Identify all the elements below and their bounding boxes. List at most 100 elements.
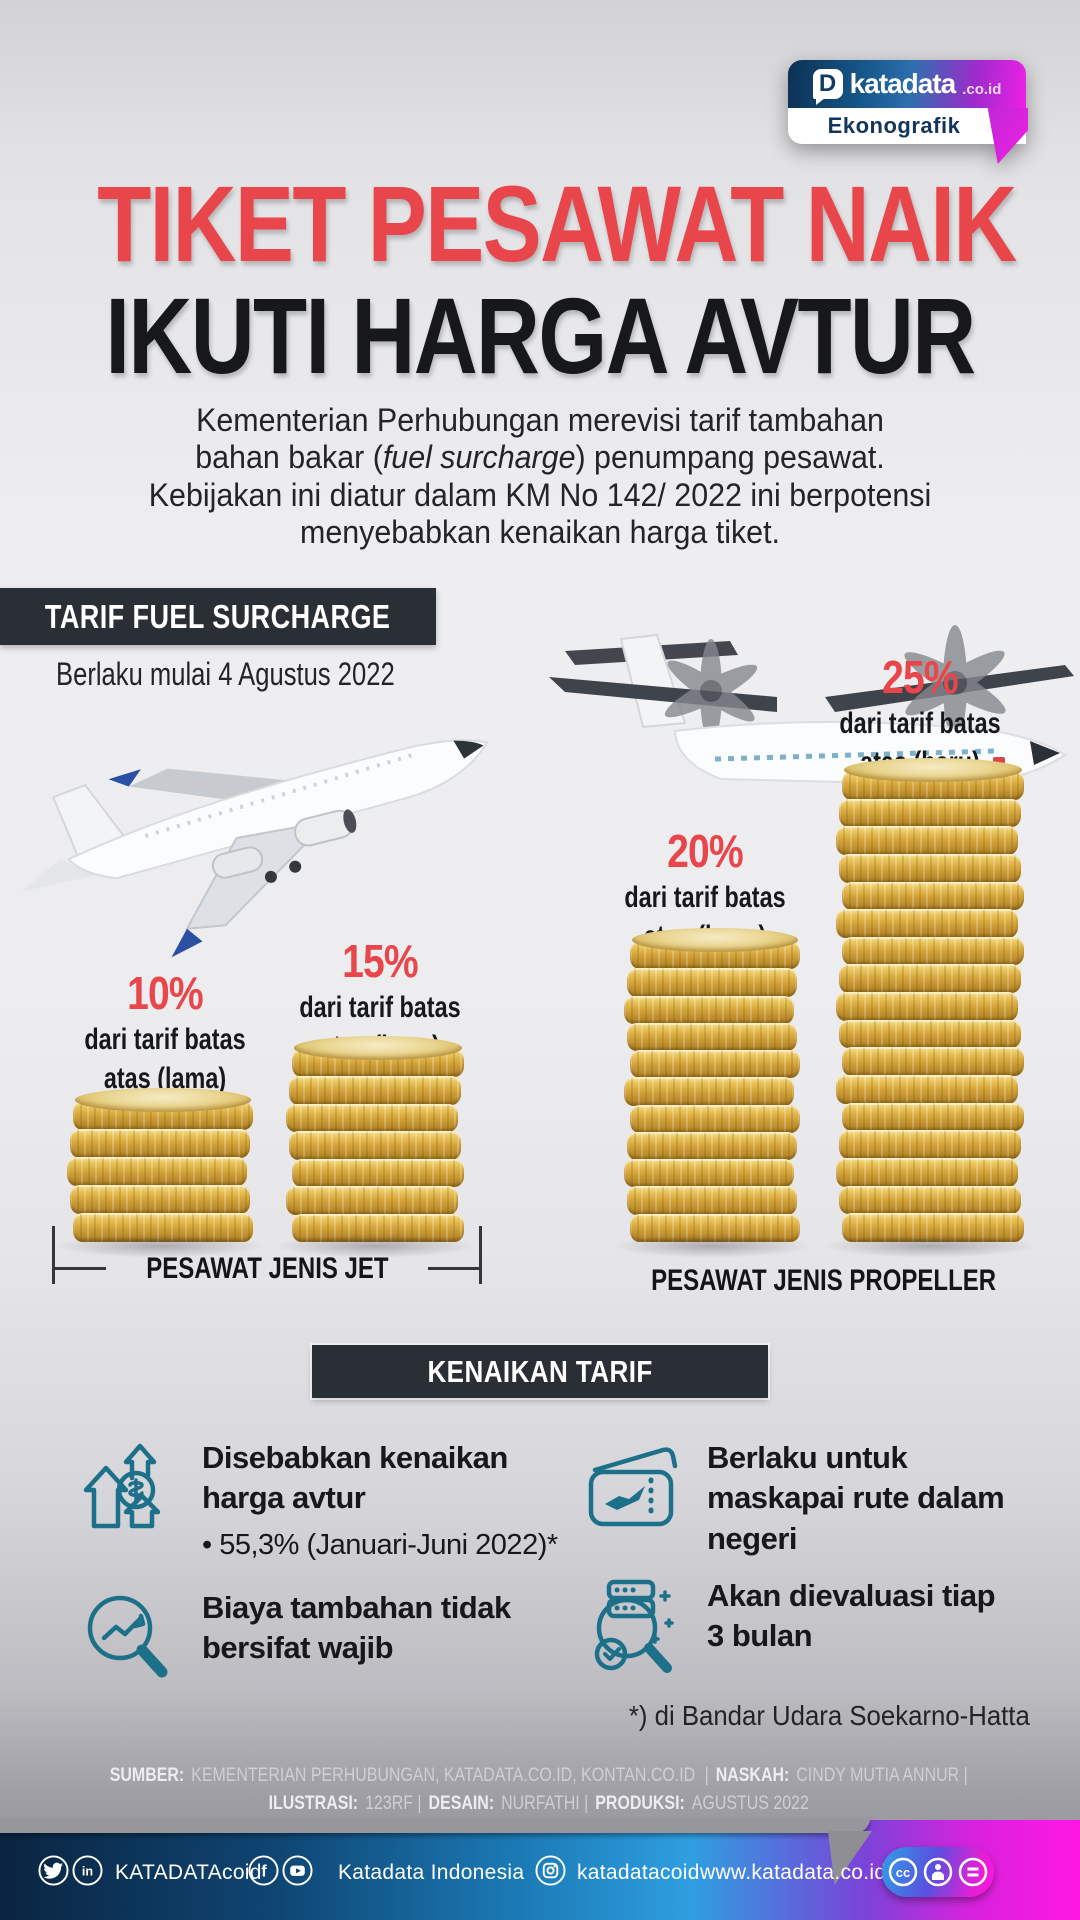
intro-line-2-post: ) penumpang pesawat. — [575, 439, 885, 476]
logo-name: katadata — [849, 68, 957, 99]
stat-prop-new-desc1: dari tarif batas — [839, 707, 1001, 740]
jet-engine-2 — [211, 846, 264, 879]
youtube-icon[interactable] — [282, 1855, 313, 1886]
intro-line-2-italic: fuel surcharge — [382, 439, 576, 476]
coin — [73, 1088, 253, 1130]
cc-icon: cc — [888, 1857, 918, 1887]
twitter-handle[interactable]: KATADATAcoid — [115, 1861, 262, 1884]
title-line-1: TIKET PESAWAT NAIK — [97, 163, 1017, 284]
coin — [842, 1102, 1024, 1132]
coin — [836, 1157, 1018, 1187]
coin — [286, 1186, 458, 1215]
svg-text:cc: cc — [896, 1865, 910, 1880]
stat-jet-new-pct: 15% — [342, 935, 419, 987]
coin — [624, 1159, 794, 1188]
logo-sub-band: Ekonografik — [788, 108, 1026, 144]
coin — [627, 1186, 797, 1215]
stat-prop-old-desc1: dari tarif batas — [624, 881, 786, 914]
facebook-name[interactable]: Katadata Indonesia — [338, 1861, 525, 1884]
bracket-tick-left — [52, 1226, 55, 1284]
credits-line-1: SUMBER: KEMENTERIAN PERHUBUNGAN, KATADAT… — [89, 1762, 991, 1790]
jet-fuselage — [67, 739, 489, 880]
kenaikan-item-optional: Biaya tambahan tidak bersifat wajib — [80, 1588, 562, 1688]
coin — [289, 1131, 461, 1160]
credits-line-2: ILUSTRASI: 123RF | DESAIN: NURFATHI | PR… — [89, 1790, 991, 1818]
logo-tld: .co.id — [962, 80, 1002, 98]
propeller-plane-illustration — [549, 625, 1074, 797]
coin-stack-25pct — [824, 758, 1036, 1258]
intro-paragraph: Kementerian Perhubungan merevisi tarif t… — [0, 402, 1080, 552]
coin — [630, 1050, 800, 1079]
bracket-line-right — [428, 1267, 480, 1270]
flight-ticket-icon — [588, 1447, 678, 1527]
linkedin-icon[interactable]: in — [72, 1855, 103, 1886]
coin — [839, 1130, 1021, 1159]
svg-text:f: f — [261, 1862, 267, 1880]
kenaikan-item-domestic-text: Berlaku untuk maskapai rute dalam negeri — [707, 1440, 1005, 1556]
prop-right-propeller — [904, 625, 1006, 741]
svg-text:in: in — [82, 1864, 93, 1878]
instagram-icon[interactable] — [535, 1855, 566, 1886]
coin — [839, 798, 1021, 828]
credits-naskah-value: CINDY MUTIA ANNUR | — [796, 1765, 968, 1786]
coin — [70, 1185, 250, 1214]
coin — [842, 1047, 1024, 1077]
katadata-d-icon: D — [812, 69, 843, 105]
bracket-tick-right — [479, 1226, 483, 1284]
stat-prop-new-pct: 25% — [882, 651, 959, 703]
kenaikan-item-avtur-bullet: • 55,3% (Januari-Juni 2022)* — [202, 1528, 558, 1561]
footnote: *) di Bandar Udara Soekarno-Hatta — [629, 1700, 1030, 1731]
evaluation-search-icon — [594, 1579, 674, 1673]
prop-left-propeller — [664, 639, 758, 743]
coin — [624, 995, 794, 1024]
stat-jet-old: 10% dari tarif batas atas (lama) — [25, 966, 305, 1098]
intro-line-2: bahan bakar (fuel surcharge) penumpang p… — [27, 439, 1053, 476]
kenaikan-item-avtur: Disebabkan kenaikan harga avtur • 55,3% … — [80, 1438, 558, 1564]
coin — [627, 968, 797, 997]
kenaikan-item-domestic: Berlaku untuk maskapai rute dalam negeri — [585, 1438, 1007, 1559]
credits-ilustrasi-value: 123RF | — [365, 1792, 422, 1814]
group-label-propeller: PESAWAT JENIS PROPELLER — [651, 1264, 997, 1297]
website-link[interactable]: www.katadata.co.id — [700, 1861, 887, 1884]
group-bracket-jet: PESAWAT JENIS JET — [52, 1226, 483, 1285]
twitter-icon[interactable] — [38, 1855, 69, 1886]
facebook-icon[interactable]: f — [248, 1855, 279, 1886]
coin — [842, 881, 1024, 911]
coin — [292, 1158, 464, 1188]
coin — [839, 1019, 1021, 1049]
credits-desain-value: NURFATHI | — [501, 1792, 589, 1814]
fuel-surcharge-banner-label: TARIF FUEL SURCHARGE — [45, 597, 391, 635]
credits-desain-label: DESAIN: — [428, 1792, 495, 1814]
coin — [836, 826, 1018, 855]
coin — [839, 1185, 1021, 1215]
coin — [630, 1104, 800, 1133]
coin — [70, 1129, 250, 1158]
coin-stack-15pct — [275, 1035, 475, 1258]
jet-plane-illustration — [21, 739, 489, 958]
coin — [624, 1077, 794, 1106]
coin — [286, 1103, 458, 1133]
coin — [630, 927, 800, 970]
credits: SUMBER: KEMENTERIAN PERHUBUNGAN, KATADAT… — [0, 1762, 1080, 1817]
kenaikan-item-optional-text: Biaya tambahan tidak bersifat wajib — [202, 1590, 511, 1666]
creative-commons-badge[interactable]: cc — [882, 1847, 994, 1897]
katadata-logo[interactable]: D katadata .co.id Ekonografik — [788, 60, 1028, 164]
coin — [839, 964, 1021, 994]
content-bottom-edge — [0, 1818, 870, 1833]
instagram-handle[interactable]: katadatacoid — [577, 1861, 700, 1884]
prop-tailplane — [565, 633, 738, 729]
stat-prop-old-pct: 20% — [667, 825, 744, 877]
coin — [67, 1157, 247, 1186]
intro-line-1: Kementerian Perhubungan merevisi tarif t… — [196, 402, 884, 438]
coin-stack-10pct — [55, 1088, 265, 1258]
kenaikan-tarif-banner-label: KENAIKAN TARIF — [427, 1353, 653, 1389]
coin — [842, 936, 1024, 966]
coin — [842, 758, 1024, 800]
kenaikan-item-evaluation: Akan dievaluasi tiap 3 bulan — [585, 1576, 1007, 1680]
stat-jet-new-desc1: dari tarif batas — [299, 991, 461, 1024]
cc-by-icon — [923, 1857, 953, 1887]
effective-date: Berlaku mulai 4 Agustus 2022 — [56, 656, 395, 692]
coin — [289, 1076, 461, 1105]
credits-produksi-value: AGUSTUS 2022 — [691, 1792, 809, 1814]
